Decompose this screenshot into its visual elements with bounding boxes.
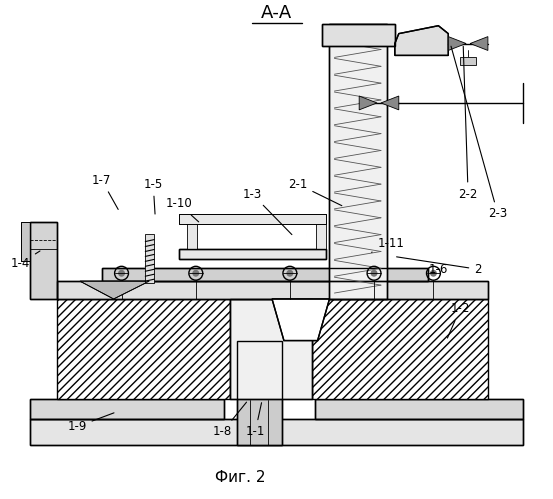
Bar — [102, 268, 429, 281]
Text: А-А: А-А — [260, 4, 291, 22]
Circle shape — [118, 270, 125, 277]
Circle shape — [192, 270, 199, 277]
Bar — [321, 24, 395, 45]
Bar — [30, 419, 523, 445]
Bar — [231, 299, 312, 399]
Polygon shape — [381, 96, 399, 110]
Text: 1-4: 1-4 — [11, 251, 40, 270]
Text: 2-1: 2-1 — [288, 178, 342, 206]
Text: 2-3: 2-3 — [451, 46, 508, 221]
Polygon shape — [272, 299, 330, 341]
Text: 1-8: 1-8 — [213, 402, 247, 438]
Text: 1-2: 1-2 — [447, 302, 470, 338]
Polygon shape — [470, 36, 488, 50]
Polygon shape — [312, 299, 488, 399]
Bar — [57, 281, 488, 299]
Bar — [460, 57, 476, 65]
Bar — [315, 399, 523, 419]
Bar — [330, 24, 387, 299]
Polygon shape — [448, 36, 466, 50]
Bar — [57, 281, 488, 299]
Bar — [30, 399, 223, 419]
Polygon shape — [80, 281, 149, 299]
Text: 2-2: 2-2 — [458, 46, 478, 201]
Polygon shape — [57, 299, 231, 399]
Text: 1-1: 1-1 — [246, 403, 265, 438]
Bar — [315, 399, 523, 419]
Text: 1-10: 1-10 — [165, 198, 199, 222]
Text: 1-3: 1-3 — [243, 188, 292, 235]
Bar — [330, 24, 387, 299]
Bar — [145, 234, 154, 283]
Text: Фиг. 2: Фиг. 2 — [215, 470, 265, 485]
Text: 1-5: 1-5 — [144, 178, 163, 214]
Bar — [316, 222, 326, 250]
Bar — [179, 250, 326, 259]
Polygon shape — [395, 26, 448, 55]
Bar — [30, 419, 523, 445]
Text: 1-7: 1-7 — [92, 174, 118, 210]
Bar — [187, 222, 197, 250]
Bar — [237, 341, 282, 445]
Bar — [30, 399, 223, 419]
Circle shape — [286, 270, 293, 277]
Bar — [231, 299, 312, 399]
Bar — [20, 222, 30, 261]
Bar — [321, 24, 395, 45]
Circle shape — [430, 270, 437, 277]
Text: 1-11: 1-11 — [372, 237, 404, 252]
Bar — [179, 214, 326, 224]
Bar — [30, 222, 57, 299]
Polygon shape — [359, 96, 377, 110]
Text: 2: 2 — [397, 257, 482, 276]
Bar — [20, 222, 30, 261]
Bar — [102, 268, 429, 281]
Circle shape — [371, 270, 378, 277]
Bar — [30, 222, 57, 299]
Text: 1-9: 1-9 — [67, 413, 114, 433]
Text: 1-6: 1-6 — [429, 263, 448, 281]
Bar — [179, 214, 326, 224]
Bar — [237, 341, 282, 445]
Bar — [179, 250, 326, 259]
